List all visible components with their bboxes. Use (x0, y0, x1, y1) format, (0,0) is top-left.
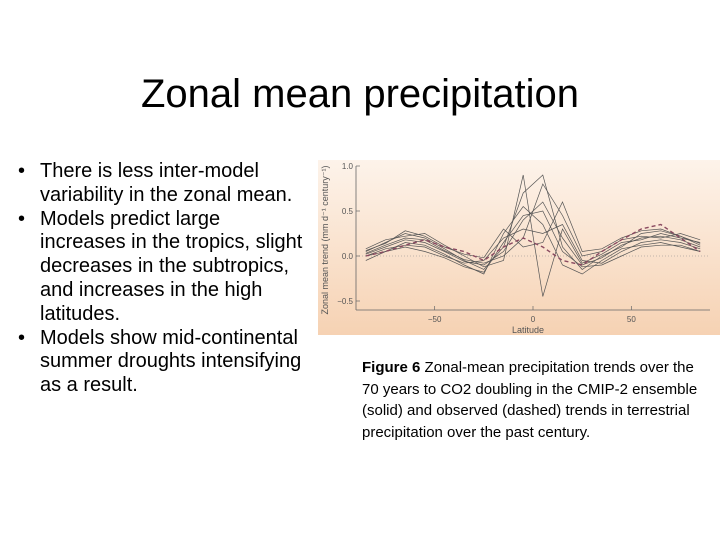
x-tick-label: 50 (627, 315, 636, 324)
y-tick-label: 1.0 (342, 162, 354, 171)
line-chart: 1.0 0.5 0.0 −0.5 −50 0 50 Zonal mean trend (mm… (318, 160, 720, 335)
observed-series-line (365, 223, 701, 266)
model-series-line (365, 224, 701, 264)
bullet-glyph: • (18, 207, 26, 230)
bullet-glyph: • (18, 160, 26, 182)
model-series-line (365, 201, 701, 259)
x-tick-label: 0 (531, 315, 536, 324)
y-tick-label: 0.5 (342, 207, 354, 216)
slide-title: Zonal mean precipitation (140, 72, 580, 116)
x-axis-label: Latitude (512, 325, 544, 335)
bullet-item: • Models predict large increases in the … (18, 208, 308, 327)
bullet-glyph: • (18, 326, 26, 349)
bullet-item: • There is less inter-model variability … (18, 160, 308, 208)
model-series-line (365, 183, 701, 264)
model-series-line (365, 205, 701, 275)
bullet-list: • There is less inter-model variability … (18, 160, 308, 398)
caption-label: Figure 6 (362, 359, 421, 376)
model-series-line (365, 174, 701, 270)
model-series-line (365, 210, 701, 273)
y-tick-label: −0.5 (337, 297, 353, 306)
bullet-text: Models predict large increases in the tr… (40, 207, 303, 325)
figure-caption: Figure 6 Zonal-mean precipitation trends… (362, 357, 702, 443)
figure-background (318, 160, 720, 335)
bullet-item: • Models show mid-continental summer dro… (18, 327, 308, 398)
bullet-text: There is less inter-model variability in… (40, 160, 293, 206)
precipitation-trend-figure: 1.0 0.5 0.0 −0.5 −50 0 50 Zonal mean trend (mm… (318, 160, 720, 335)
model-series-line (365, 174, 701, 297)
x-tick-label: −50 (428, 315, 442, 324)
bullet-text: Models show mid-continental summer droug… (40, 326, 302, 397)
y-tick-label: 0.0 (342, 252, 354, 261)
y-axis-label: Zonal mean trend (mm d⁻¹ century⁻¹) (320, 165, 330, 314)
caption-text: Zonal-mean precipitation trends over the… (362, 359, 698, 441)
